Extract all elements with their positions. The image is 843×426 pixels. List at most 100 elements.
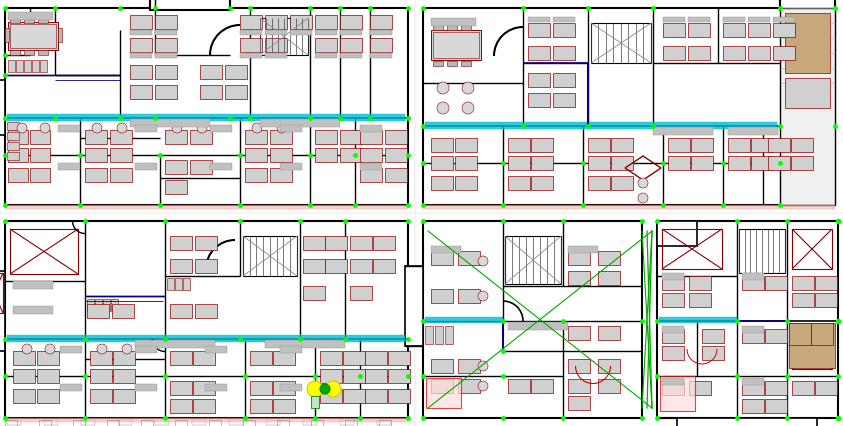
Bar — [742, 329, 764, 343]
Bar — [723, 17, 745, 22]
Bar — [135, 384, 157, 391]
Bar — [370, 53, 392, 58]
Bar — [85, 148, 107, 162]
Bar — [742, 399, 764, 413]
Bar — [250, 381, 272, 395]
Bar — [24, 50, 34, 55]
Bar — [277, 420, 289, 426]
Bar — [431, 156, 453, 170]
Circle shape — [478, 361, 488, 371]
Bar — [653, 127, 713, 135]
Bar — [170, 259, 192, 273]
Bar — [792, 276, 814, 290]
Bar — [165, 130, 187, 144]
Bar — [765, 276, 787, 290]
Bar — [611, 156, 633, 170]
Bar — [431, 18, 476, 26]
Bar — [280, 163, 302, 170]
Bar — [130, 15, 152, 29]
Bar — [60, 346, 82, 353]
Bar — [528, 46, 550, 60]
Circle shape — [45, 344, 55, 354]
Bar — [343, 351, 365, 365]
Bar — [748, 23, 770, 37]
Bar — [461, 25, 471, 30]
Bar — [8, 148, 28, 162]
Bar — [240, 15, 262, 29]
Bar — [791, 156, 813, 170]
Bar — [365, 351, 387, 365]
Bar — [170, 399, 192, 413]
Bar — [340, 53, 362, 58]
Bar — [663, 23, 685, 37]
Bar — [7, 152, 19, 160]
Bar — [568, 359, 590, 373]
Bar — [107, 420, 119, 426]
Bar — [688, 46, 710, 60]
Bar — [303, 236, 325, 250]
Bar — [689, 293, 711, 307]
Bar — [130, 30, 152, 35]
Bar — [508, 176, 530, 190]
Bar — [340, 38, 362, 52]
Bar — [668, 138, 690, 152]
Bar — [765, 329, 787, 343]
Bar — [662, 293, 684, 307]
Bar — [447, 61, 457, 66]
Bar — [425, 326, 433, 344]
Bar — [662, 276, 684, 290]
Bar — [13, 306, 53, 314]
Bar — [13, 369, 35, 383]
Bar — [265, 53, 287, 58]
Circle shape — [97, 344, 107, 354]
Bar — [135, 346, 157, 353]
Bar — [240, 53, 262, 58]
Bar — [5, 28, 9, 42]
Bar — [270, 168, 292, 182]
Bar — [280, 125, 302, 132]
Bar — [87, 299, 94, 311]
Bar — [193, 399, 215, 413]
Bar — [689, 276, 711, 290]
Bar — [660, 376, 695, 411]
Bar — [435, 326, 443, 344]
Bar — [742, 276, 764, 290]
Bar — [528, 23, 550, 37]
Bar — [815, 276, 837, 290]
Bar — [588, 156, 610, 170]
Bar — [110, 148, 132, 162]
Bar — [505, 236, 561, 284]
Bar — [702, 346, 724, 360]
Bar — [90, 351, 112, 365]
Bar — [431, 359, 453, 373]
Bar — [508, 138, 530, 152]
Bar — [155, 420, 169, 425]
Bar — [388, 369, 410, 383]
Bar — [193, 381, 215, 395]
Bar — [742, 381, 764, 395]
Bar — [773, 17, 795, 22]
Bar — [113, 369, 135, 383]
Bar — [663, 17, 685, 22]
Bar — [379, 420, 391, 426]
Bar — [37, 369, 59, 383]
Bar — [765, 381, 787, 395]
Bar — [315, 53, 337, 58]
Bar — [315, 148, 337, 162]
Bar — [229, 420, 243, 425]
Bar — [568, 396, 590, 410]
Bar — [243, 236, 297, 276]
Bar — [0, 80, 5, 135]
Bar — [780, 0, 835, 10]
Bar — [702, 329, 724, 343]
Bar — [360, 125, 382, 132]
Bar — [792, 229, 832, 269]
Bar — [373, 259, 395, 273]
Bar — [118, 420, 132, 425]
Bar — [165, 180, 187, 194]
Bar — [193, 351, 215, 365]
Bar — [385, 168, 407, 182]
Bar — [260, 18, 308, 55]
Circle shape — [22, 344, 32, 354]
Bar — [7, 420, 21, 425]
